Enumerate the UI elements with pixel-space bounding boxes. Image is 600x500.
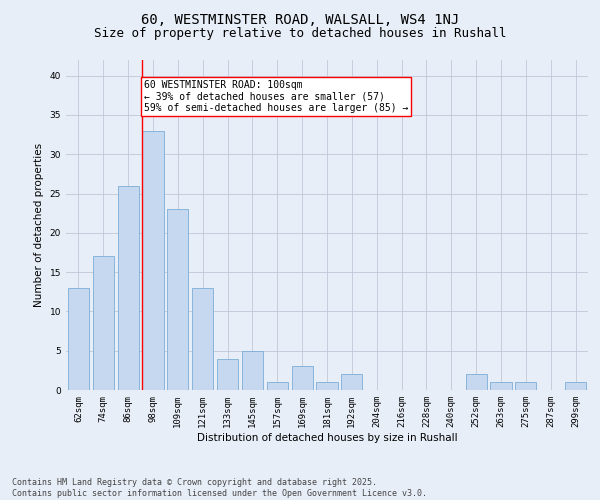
- Bar: [142, 130, 164, 390]
- Bar: [292, 366, 313, 390]
- X-axis label: Distribution of detached houses by size in Rushall: Distribution of detached houses by size …: [197, 432, 457, 442]
- Bar: [267, 382, 288, 390]
- Bar: [565, 382, 586, 390]
- Bar: [118, 186, 139, 390]
- Bar: [316, 382, 338, 390]
- Bar: [490, 382, 512, 390]
- Y-axis label: Number of detached properties: Number of detached properties: [34, 143, 44, 307]
- Bar: [515, 382, 536, 390]
- Bar: [93, 256, 114, 390]
- Bar: [68, 288, 89, 390]
- Bar: [341, 374, 362, 390]
- Bar: [192, 288, 213, 390]
- Bar: [242, 350, 263, 390]
- Bar: [466, 374, 487, 390]
- Bar: [217, 358, 238, 390]
- Text: 60 WESTMINSTER ROAD: 100sqm
← 39% of detached houses are smaller (57)
59% of sem: 60 WESTMINSTER ROAD: 100sqm ← 39% of det…: [143, 80, 408, 113]
- Text: Size of property relative to detached houses in Rushall: Size of property relative to detached ho…: [94, 28, 506, 40]
- Text: 60, WESTMINSTER ROAD, WALSALL, WS4 1NJ: 60, WESTMINSTER ROAD, WALSALL, WS4 1NJ: [141, 12, 459, 26]
- Text: Contains HM Land Registry data © Crown copyright and database right 2025.
Contai: Contains HM Land Registry data © Crown c…: [12, 478, 427, 498]
- Bar: [167, 210, 188, 390]
